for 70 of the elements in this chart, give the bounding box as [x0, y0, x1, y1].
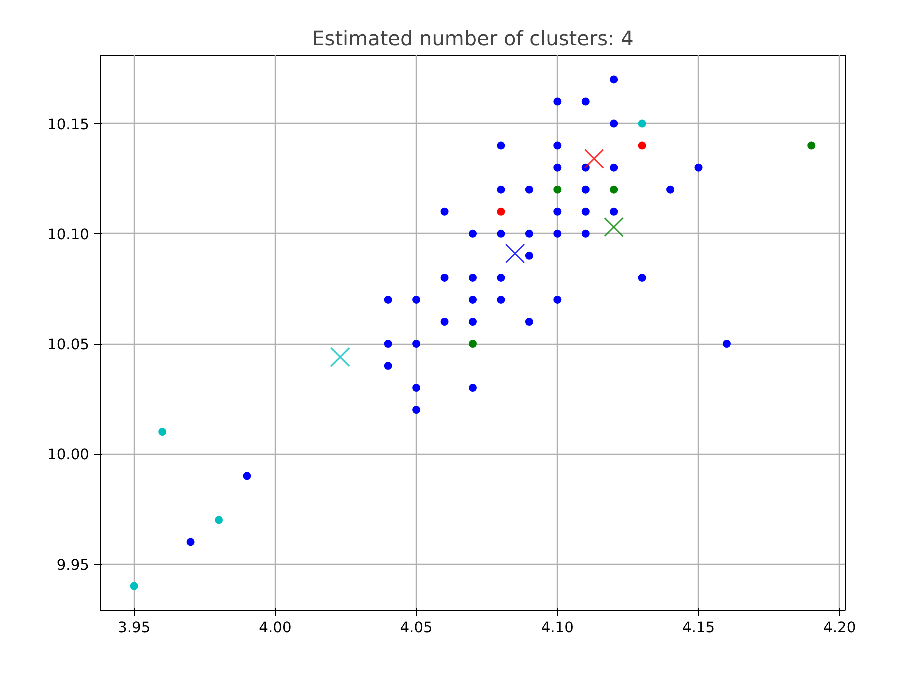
point — [582, 230, 590, 238]
point — [584, 149, 604, 169]
point — [469, 340, 477, 348]
x-tick-label: 4.20 — [824, 620, 856, 636]
point — [469, 296, 477, 304]
point — [505, 244, 526, 264]
point — [469, 384, 477, 392]
y-tick-label: 10.15 — [48, 116, 90, 134]
point — [186, 538, 195, 546]
point — [243, 472, 252, 480]
point — [610, 186, 618, 194]
point — [440, 318, 449, 326]
point — [412, 384, 421, 392]
point — [469, 274, 477, 282]
point — [554, 296, 562, 304]
point — [497, 208, 506, 216]
point — [497, 274, 506, 282]
point — [582, 208, 590, 216]
point — [610, 120, 618, 128]
y-tick-label: 10.05 — [48, 336, 90, 354]
point — [604, 217, 624, 238]
point — [525, 186, 534, 194]
point — [694, 164, 703, 172]
point — [554, 208, 562, 216]
x-tick-label: 4.15 — [682, 620, 716, 636]
point — [158, 428, 167, 436]
point — [330, 347, 350, 368]
point — [610, 208, 618, 216]
point — [610, 164, 618, 172]
point — [722, 340, 731, 348]
y-tick-label: 10.00 — [48, 446, 90, 464]
point — [412, 406, 421, 414]
point — [497, 142, 506, 150]
point — [412, 296, 421, 304]
point — [384, 296, 392, 304]
x-tick-label: 4.10 — [541, 620, 574, 636]
point — [638, 120, 646, 128]
point — [582, 98, 590, 106]
x-tick-label: 4.05 — [400, 620, 433, 636]
point — [666, 186, 675, 194]
point — [638, 274, 646, 282]
point — [610, 76, 618, 84]
point — [469, 318, 477, 326]
point — [130, 582, 138, 590]
point — [554, 230, 562, 238]
point — [440, 274, 449, 282]
point — [582, 186, 590, 194]
x-tick-label: 4.00 — [259, 620, 292, 636]
point — [440, 208, 449, 216]
point — [215, 516, 224, 524]
point — [525, 252, 534, 260]
point — [808, 142, 816, 150]
point — [554, 142, 562, 150]
y-tick-label: 9.95 — [56, 556, 90, 574]
point — [638, 142, 646, 150]
point — [554, 98, 562, 106]
point — [384, 340, 392, 348]
point — [554, 186, 562, 194]
chart-title: Estimated number of clusters: 4 — [312, 26, 634, 50]
point — [412, 340, 421, 348]
y-tick-label: 10.10 — [48, 226, 90, 244]
point — [497, 230, 506, 238]
point — [384, 362, 392, 370]
point — [554, 164, 562, 172]
point — [525, 318, 534, 326]
point — [469, 230, 477, 238]
point — [525, 230, 534, 238]
point — [497, 186, 506, 194]
point — [497, 296, 506, 304]
x-tick-label: 3.95 — [118, 620, 151, 636]
